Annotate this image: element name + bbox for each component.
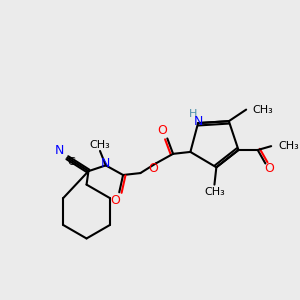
Text: N: N	[194, 115, 203, 128]
Text: C: C	[67, 157, 75, 166]
Text: CH₃: CH₃	[252, 105, 273, 115]
Text: N: N	[101, 157, 110, 170]
Text: CH₃: CH₃	[278, 141, 298, 151]
Text: O: O	[110, 194, 120, 206]
Text: O: O	[148, 162, 158, 175]
Text: O: O	[264, 162, 274, 175]
Text: N: N	[55, 145, 64, 158]
Text: O: O	[158, 124, 167, 137]
Text: H: H	[189, 110, 197, 119]
Text: CH₃: CH₃	[204, 187, 225, 197]
Text: CH₃: CH₃	[90, 140, 110, 150]
